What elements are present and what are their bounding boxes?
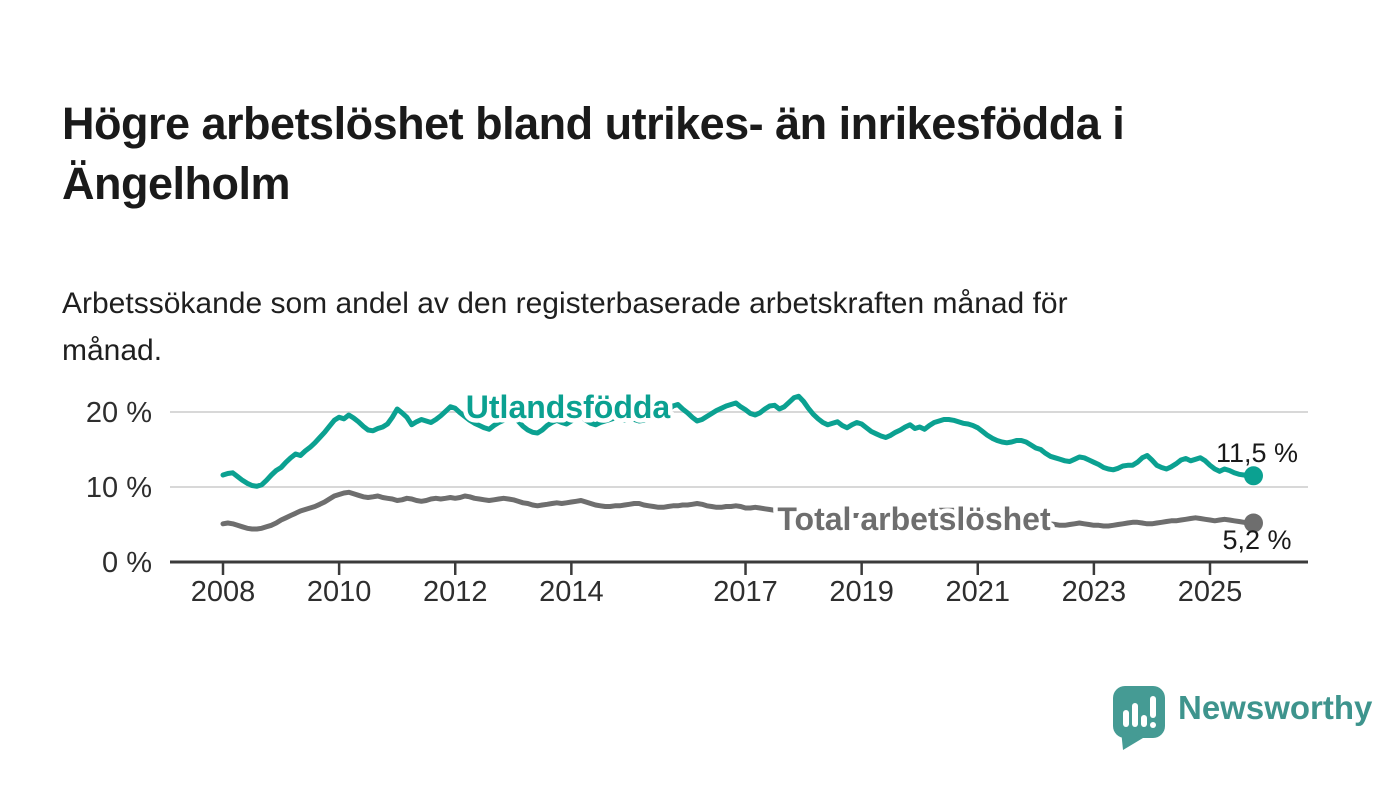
x-tick-label: 2019 (829, 576, 894, 608)
line-utlandsfodda (220, 393, 1256, 489)
x-tick-label: 2012 (423, 576, 488, 608)
y-axis-labels: 0 % 10 % 20 % (86, 397, 152, 579)
y-tick-label: 10 % (86, 472, 152, 504)
logo-wordmark: Newsworthy (1178, 689, 1373, 726)
endpoint-dot-total-arbetsloshet (1244, 513, 1263, 533)
x-axis: 2008 2010 2012 2014 2017 2019 2021 2023 2025 (191, 563, 1243, 608)
endpoint-dot-utlandsfodda (1244, 466, 1263, 486)
x-tick-label: 2021 (946, 576, 1011, 608)
gridlines (170, 411, 1308, 564)
newsworthy-speech-bubble-bar-chart-icon (1113, 686, 1165, 750)
x-tick-label: 2010 (307, 576, 372, 608)
x-tick-label: 2008 (191, 576, 256, 608)
end-value-label-utlandsfodda: 11,5 % (1216, 438, 1298, 468)
subtitle-line-2: månad. (62, 334, 163, 367)
end-value-label-total-arbetsloshet: 5,2 % (1222, 525, 1291, 555)
newsworthy-logo: Newsworthy (1113, 686, 1372, 752)
x-tick-label: 2017 (713, 576, 778, 608)
line-total-arbetsloshet (220, 489, 1256, 532)
chart-subtitle: Arbetssökande som andel av den registerb… (62, 280, 1068, 374)
subtitle-line-1: Arbetssökande som andel av den registerb… (62, 287, 1068, 320)
logo-bars (1123, 696, 1156, 728)
title-line-1: Högre arbetslöshet bland utrikes- än inr… (62, 98, 1125, 150)
page-title: Högre arbetslöshet bland utrikes- än inr… (62, 94, 1125, 214)
y-tick-label: 20 % (86, 397, 152, 429)
x-tick-label: 2014 (539, 576, 604, 608)
series-label-total-arbetsloshet: Total arbetslöshet (777, 501, 1051, 537)
series-label-utlandsfodda: Utlandsfödda (466, 389, 671, 425)
title-line-2: Ängelholm (62, 158, 291, 210)
x-tick-label: 2025 (1178, 576, 1243, 608)
y-tick-label: 0 % (102, 547, 152, 579)
x-tick-label: 2023 (1062, 576, 1127, 608)
